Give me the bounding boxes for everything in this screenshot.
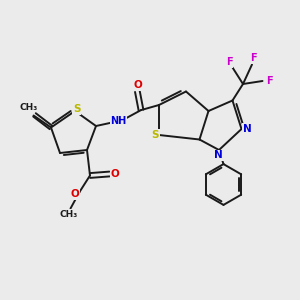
Text: S: S — [73, 104, 80, 115]
Text: O: O — [70, 189, 80, 200]
Text: NH: NH — [110, 116, 127, 127]
Text: N: N — [214, 150, 223, 161]
Text: F: F — [226, 57, 233, 67]
Text: F: F — [266, 76, 272, 86]
Text: CH₃: CH₃ — [20, 103, 38, 112]
Text: O: O — [110, 169, 119, 179]
Text: S: S — [152, 130, 159, 140]
Text: N: N — [242, 124, 251, 134]
Text: O: O — [133, 80, 142, 91]
Text: F: F — [250, 53, 257, 64]
Text: CH₃: CH₃ — [60, 210, 78, 219]
